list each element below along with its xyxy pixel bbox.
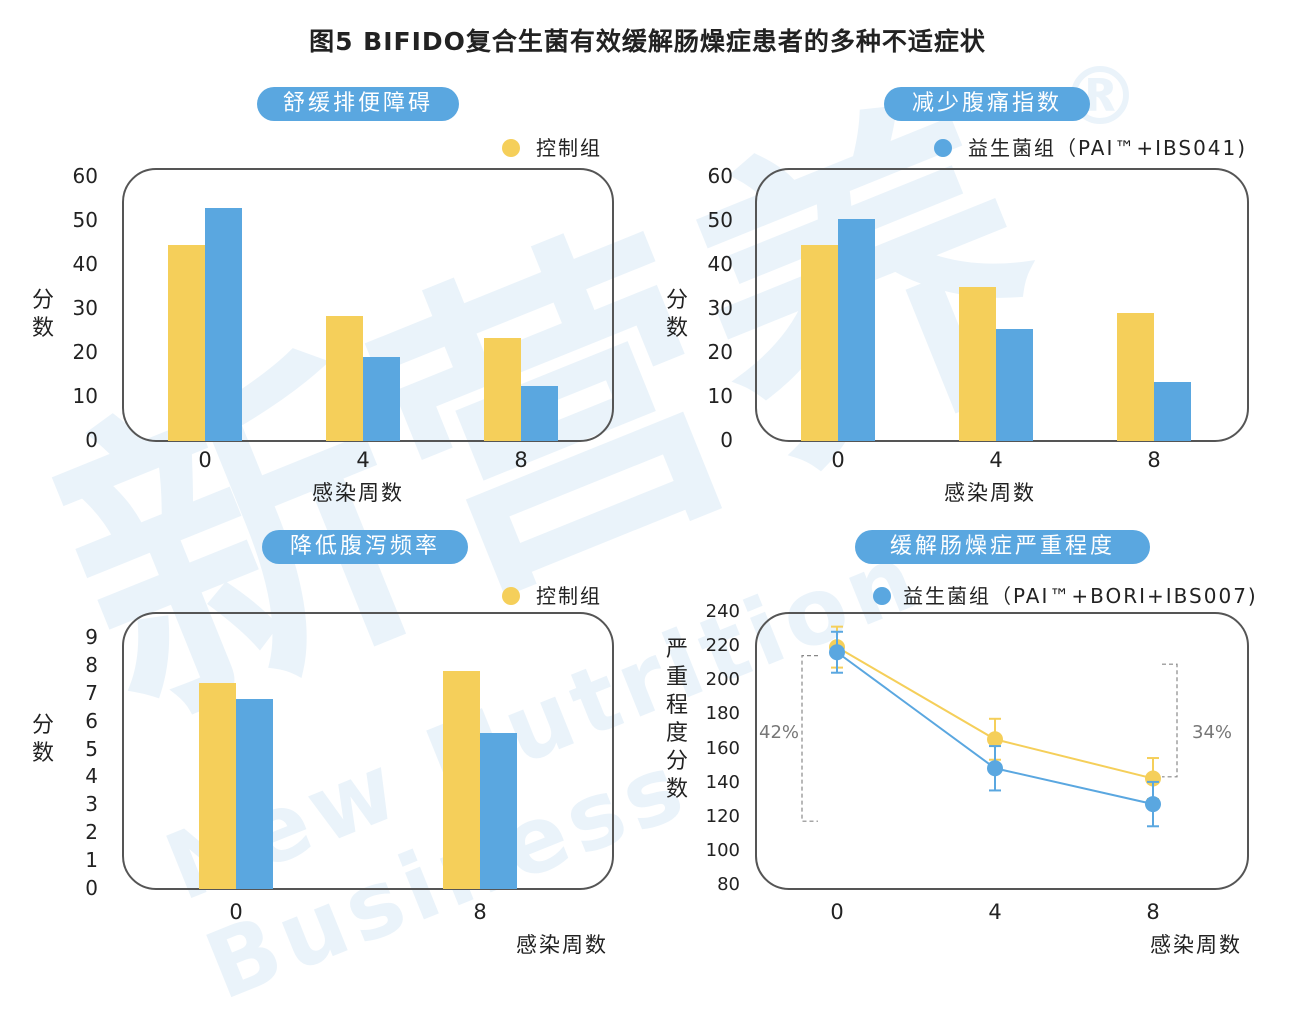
panel3-ytick: 5 xyxy=(85,736,98,761)
panel3-xtick: 8 xyxy=(473,900,487,924)
panel4-legend-label: 益生菌组（PAI™+BORI+IBS007) xyxy=(903,584,1258,608)
panel2-ytick: 50 xyxy=(707,208,733,232)
panel3-bar-control xyxy=(443,671,480,889)
panel1-ytick: 0 xyxy=(85,428,98,452)
bracket-42-percent xyxy=(801,655,818,822)
panel1-xlabel: 感染周数 xyxy=(312,481,404,505)
panel4-ytick: 100 xyxy=(705,839,740,861)
panel4-plot-frame xyxy=(755,612,1249,890)
panel1-plot-frame xyxy=(122,168,614,442)
panel1-ylabel: 分数 xyxy=(31,288,54,341)
panel4-legend: 益生菌组（PAI™+BORI+IBS007) xyxy=(873,580,1258,609)
panel3-bar-control xyxy=(199,682,236,889)
panel3-plot-frame xyxy=(122,612,614,890)
panel4-ytick: 140 xyxy=(705,771,740,793)
panel2-bar-control xyxy=(801,245,838,441)
panel1-bar-probiotic xyxy=(521,386,558,441)
data-point-probiotic xyxy=(829,644,845,661)
panel3-ytick: 6 xyxy=(85,708,98,733)
panel4-ytick: 120 xyxy=(705,805,740,827)
data-point-control xyxy=(987,731,1003,748)
panel1-bar-control xyxy=(168,245,205,441)
panel2-ytick: 40 xyxy=(707,252,733,276)
panel2-ylabel: 分数 xyxy=(665,288,688,341)
panel1-legend: 控制组 xyxy=(502,132,602,161)
page-title: 图5 BIFIDO复合生菌有效缓解肠燥症患者的多种不适症状 xyxy=(309,27,986,56)
panel1-ytick: 30 xyxy=(72,296,98,320)
data-point-probiotic xyxy=(987,760,1003,777)
panel1-ytick: 40 xyxy=(72,252,98,276)
panel2-xtick: 4 xyxy=(989,448,1003,472)
panel2-bar-control xyxy=(959,287,996,441)
data-point-probiotic xyxy=(1145,796,1161,813)
annotation-42-percent: 42% xyxy=(759,722,800,743)
panel3-xtick: 0 xyxy=(229,900,243,924)
panel2-ytick: 20 xyxy=(707,340,733,364)
panel3-ytick: 1 xyxy=(85,848,98,873)
panel3-bar-probiotic xyxy=(236,699,273,889)
annotation-34-percent: 34% xyxy=(1192,722,1233,743)
panel1-legend-label: 控制组 xyxy=(536,136,602,160)
panel4-xtick: 0 xyxy=(830,900,844,924)
panel1-ytick: 20 xyxy=(72,340,98,364)
panel2-xlabel: 感染周数 xyxy=(944,481,1036,505)
panel4-ytick: 200 xyxy=(705,669,740,691)
panel4-ytick: 180 xyxy=(705,703,740,725)
panel4-title: 缓解肠燥症严重程度 xyxy=(855,530,1150,564)
panel3-ytick: 3 xyxy=(85,792,98,817)
panel2-bar-control xyxy=(1117,313,1154,441)
panel3-ytick: 9 xyxy=(85,625,98,649)
panel3-xlabel: 感染周数 xyxy=(516,933,608,957)
panel2-ytick: 30 xyxy=(707,296,733,320)
panel4-ytick: 160 xyxy=(705,737,740,759)
panel1-xtick: 0 xyxy=(198,448,212,472)
panel3-ytick: 2 xyxy=(85,820,98,845)
panel1-xtick: 4 xyxy=(356,448,370,472)
panel3-title: 降低腹泻频率 xyxy=(262,530,468,564)
panel4-xtick: 4 xyxy=(988,900,1002,924)
panel3-ytick: 7 xyxy=(85,680,98,705)
panel3-ylabel: 分数 xyxy=(31,713,54,766)
panel3-legend: 控制组 xyxy=(502,580,602,609)
bracket-34-percent xyxy=(1162,663,1178,778)
panel1-ytick: 50 xyxy=(72,208,98,232)
panel1-title: 舒缓排便障碍 xyxy=(257,87,459,121)
legend-dot-probiotic xyxy=(934,139,952,157)
panel2-title: 减少腹痛指数 xyxy=(884,87,1090,121)
panel1-xtick: 8 xyxy=(514,448,528,472)
panel4-ytick: 80 xyxy=(717,874,740,895)
panel2-legend: 益生菌组（PAI™+IBS041) xyxy=(934,132,1247,161)
panel2-ytick: 0 xyxy=(720,428,733,452)
panel4-ytick: 240 xyxy=(705,601,740,622)
panel1-bar-probiotic xyxy=(205,207,242,441)
legend-dot-control xyxy=(502,587,520,605)
panel2-plot-frame xyxy=(755,168,1249,442)
legend-dot-control xyxy=(502,139,520,157)
panel1-ytick: 60 xyxy=(72,164,98,188)
panel1-bar-control xyxy=(484,337,521,441)
panel2-xtick: 0 xyxy=(831,448,845,472)
panel2-legend-label: 益生菌组（PAI™+IBS041) xyxy=(968,136,1248,160)
panel3-ytick: 0 xyxy=(85,876,98,900)
panel1-bar-probiotic xyxy=(363,357,400,441)
panel1-ytick: 10 xyxy=(72,384,98,408)
panel4-line-chart xyxy=(801,625,1178,828)
panel3-ytick: 4 xyxy=(85,764,98,789)
panel3-ytick: 8 xyxy=(85,652,98,677)
panel2-bar-probiotic xyxy=(838,218,875,441)
panel4-xlabel: 感染周数 xyxy=(1150,933,1242,957)
panel4-xtick: 8 xyxy=(1146,900,1160,924)
legend-dot-probiotic xyxy=(873,587,891,605)
panel3-bar-probiotic xyxy=(480,732,517,889)
panel3-legend-label: 控制组 xyxy=(536,584,602,608)
panel1-bar-control xyxy=(326,315,363,441)
panel4-ylabel: 严重程度分数 xyxy=(665,637,688,802)
panel4-ytick: 220 xyxy=(705,635,740,657)
panel2-ytick: 60 xyxy=(707,164,733,188)
panel2-bar-probiotic xyxy=(996,328,1033,441)
panel2-xtick: 8 xyxy=(1147,448,1161,472)
panel2-bar-probiotic xyxy=(1154,381,1191,441)
panel2-ytick: 10 xyxy=(707,384,733,408)
